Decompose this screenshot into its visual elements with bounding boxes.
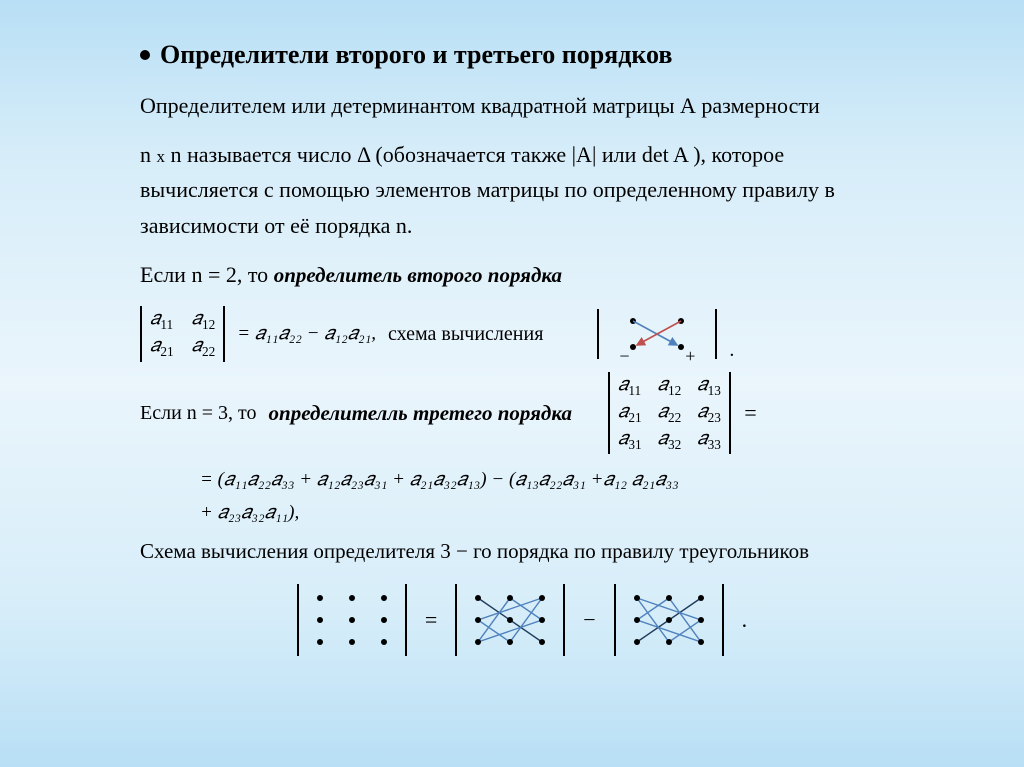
- m3-a11: 𝑎: [618, 374, 628, 395]
- tri-positive: [455, 584, 565, 656]
- m2-s11: 11: [160, 317, 173, 332]
- m3-s21: 21: [628, 410, 641, 425]
- det2-minus-sign: −: [619, 346, 629, 367]
- tri-plain: [297, 584, 407, 656]
- m3-a12: 𝑎: [658, 374, 668, 395]
- definition-paragraph-2: n x n называется число Δ (обозначается т…: [140, 137, 904, 243]
- expansion-line2: + 𝑎₂₃𝑎₃₂𝑎₁₁),: [200, 497, 904, 529]
- det3-matrix: 𝑎11 𝑎12 𝑎13 𝑎21 𝑎22 𝑎23 𝑎31 𝑎32 𝑎33: [608, 372, 731, 454]
- bullet-icon: [140, 50, 150, 60]
- det3-row: Если n = 3, то определителль третего пор…: [140, 372, 904, 454]
- n2-intro: Если n = 2, то определитель второго поря…: [140, 257, 904, 293]
- m2-a22: 𝑎: [192, 335, 202, 356]
- det2-plus-sign: +: [685, 346, 695, 367]
- m3-s12: 12: [668, 383, 681, 398]
- det3-expansion: = (𝑎₁₁𝑎₂₂𝑎₃₃ + 𝑎₁₂𝑎₂₃𝑎₃₁ + 𝑎₂₁𝑎₃₂𝑎₁₃) − …: [200, 464, 904, 529]
- det2-period: .: [729, 339, 734, 362]
- definition-paragraph-1: Определителем или детерминантом квадратн…: [140, 88, 904, 123]
- m3-a21: 𝑎: [618, 401, 628, 422]
- m3-s31: 31: [628, 436, 641, 451]
- m3-s13: 13: [708, 383, 721, 398]
- m3-s22: 22: [668, 410, 681, 425]
- dim-rest: n называется число Δ (обозначается также…: [140, 142, 835, 237]
- dim-n1: n: [140, 142, 157, 167]
- tri-equals: =: [425, 607, 437, 633]
- m3-s32: 32: [668, 436, 681, 451]
- tri-period: .: [742, 607, 748, 633]
- n2-definition-term: определитель второго порядка: [274, 263, 562, 287]
- m3-s23: 23: [708, 410, 721, 425]
- m3-s11: 11: [628, 383, 641, 398]
- m2-a11: 𝑎: [150, 308, 160, 329]
- m3-a23: 𝑎: [697, 401, 707, 422]
- det2-matrix: 𝑎11 𝑎12 𝑎21 𝑎22: [140, 306, 225, 362]
- m3-s33: 33: [708, 436, 721, 451]
- m3-a22: 𝑎: [658, 401, 668, 422]
- m2-s22: 22: [202, 344, 215, 359]
- det3-equals: =: [743, 400, 758, 426]
- expansion-line1: = (𝑎₁₁𝑎₂₂𝑎₃₃ + 𝑎₁₂𝑎₂₃𝑎₃₁ + 𝑎₂₁𝑎₃₂𝑎₁₃) − …: [200, 464, 904, 496]
- det2-formula: = 𝑎₁₁𝑎₂₂ − 𝑎₁₂𝑎₂₁,: [237, 323, 376, 345]
- triangle-rule-label: Схема вычисления определителя 3 − го пор…: [140, 539, 904, 564]
- triangle-rule-diagram: = − .: [140, 584, 904, 656]
- m2-s21: 21: [160, 344, 173, 359]
- m3-a31: 𝑎: [618, 428, 628, 449]
- det2-scheme-label: схема вычисления: [388, 323, 543, 346]
- n2-prefix: Если n = 2, то: [140, 262, 274, 287]
- tri-negative: [614, 584, 724, 656]
- m3-a13: 𝑎: [697, 374, 707, 395]
- section-heading: Определители второго и третьего порядков: [160, 40, 672, 70]
- m2-a12: 𝑎: [192, 308, 202, 329]
- det2-scheme-diagram: − +: [597, 309, 717, 359]
- n3-prefix: Если n = 3, то: [140, 402, 257, 425]
- m3-a32: 𝑎: [658, 428, 668, 449]
- det2-row: 𝑎11 𝑎12 𝑎21 𝑎22 = 𝑎₁₁𝑎₂₂ − 𝑎₁₂𝑎₂₁, схема…: [140, 306, 904, 362]
- m2-a21: 𝑎: [150, 335, 160, 356]
- m2-s12: 12: [202, 317, 215, 332]
- tri-minus: −: [583, 607, 595, 633]
- m3-a33: 𝑎: [697, 428, 707, 449]
- n3-definition-term: определителль третего порядка: [269, 401, 572, 426]
- dim-x: x: [157, 147, 166, 166]
